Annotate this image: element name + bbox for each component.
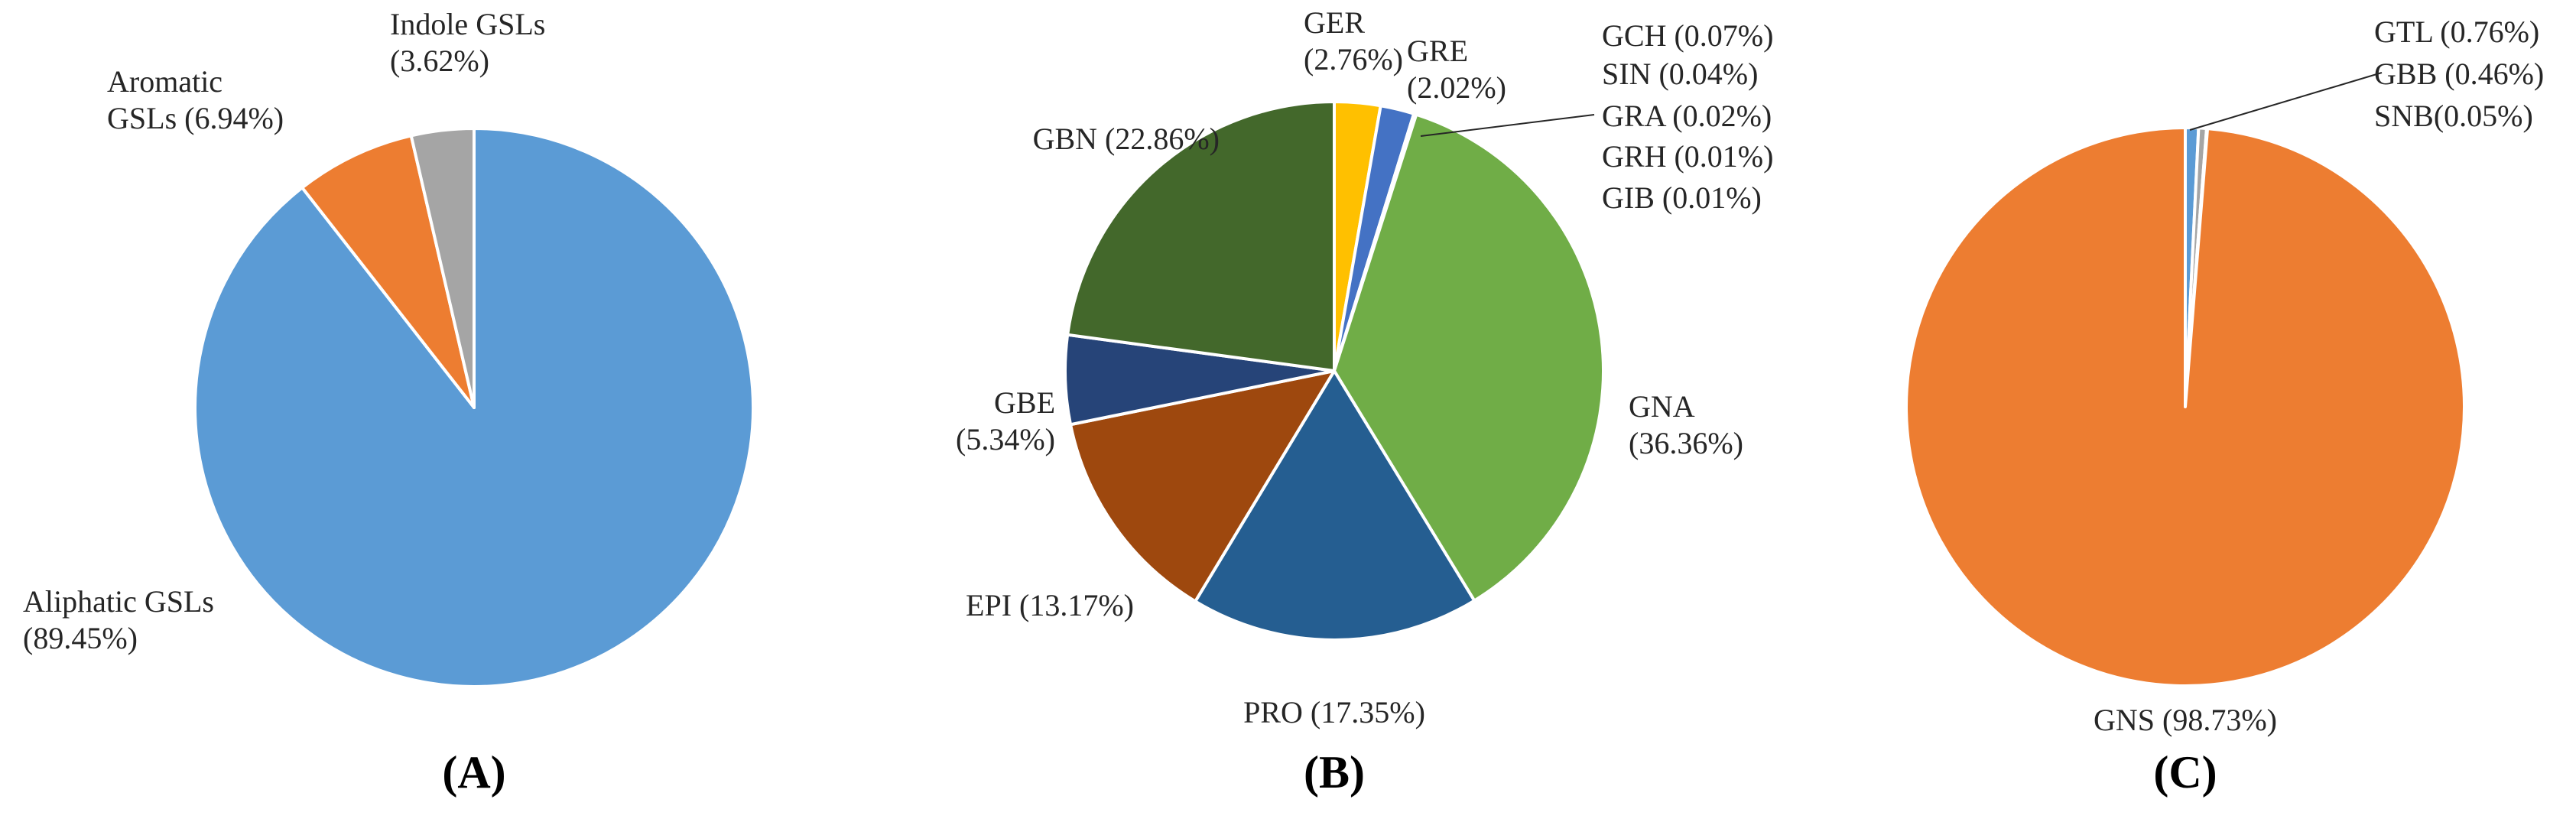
panel-label: (C) [2153,747,2217,798]
panel-label: (A) [442,747,505,798]
data-label-gib: GIB (0.01%) [1602,180,1762,215]
panel-b: GER (2.76%) GRE (2.02%) GCH (0.07%) SIN (0.04… [956,5,1773,798]
data-label-grh: GRH (0.01%) [1602,139,1773,174]
pie-slice-pro [1194,369,1476,642]
data-label-aliphatic-gsls: Aliphatic GSLs (89.45%) [23,584,214,655]
data-label-gns: GNS (98.73%) [2094,703,2277,737]
data-label-gra: GRA (0.02%) [1602,99,1772,133]
data-label-sin: SIN (0.04%) [1602,57,1758,91]
data-label-gch: GCH (0.07%) [1602,18,1773,53]
data-label-gre: GRE (2.02%) [1407,34,1506,105]
data-label-indole-gsls: Indole GSLs (3.62%) [390,7,545,78]
data-label-aromatic-gsls: Aromatic GSLs (6.94%) [107,64,284,135]
panel-a: Aliphatic GSLs (89.45%) Aromatic GSLs (6.94… [23,7,755,798]
panel-c: GTL (0.76%) GBB (0.46%) SNB(0.05%) GNS (98.… [1905,15,2544,798]
pie-slice-gbn [1066,100,1336,372]
data-label-gbe: GBE (5.34%) [956,385,1055,456]
data-label-ger: GER (2.76%) [1304,5,1403,76]
data-label-gbb: GBB (0.46%) [2374,57,2544,91]
pie-slice-aromatic-gsls [300,134,476,409]
data-label-snb: SNB(0.05%) [2374,99,2533,133]
panel-label: (B) [1304,747,1365,798]
pie-slice-gns [1905,126,2466,687]
pie-slice-epi [1069,369,1336,603]
leader-line [1420,114,1595,137]
data-label-gna: GNA (36.36%) [1629,389,1743,460]
data-label-gbn: GBN (22.86%) [1033,122,1220,156]
data-label-gtl: GTL (0.76%) [2374,15,2539,49]
pie-slice-indole-gsls [409,127,476,409]
data-label-pro: PRO (17.35%) [1243,695,1425,729]
leader-line [2189,72,2383,131]
data-label-epi: EPI (13.17%) [966,588,1134,622]
